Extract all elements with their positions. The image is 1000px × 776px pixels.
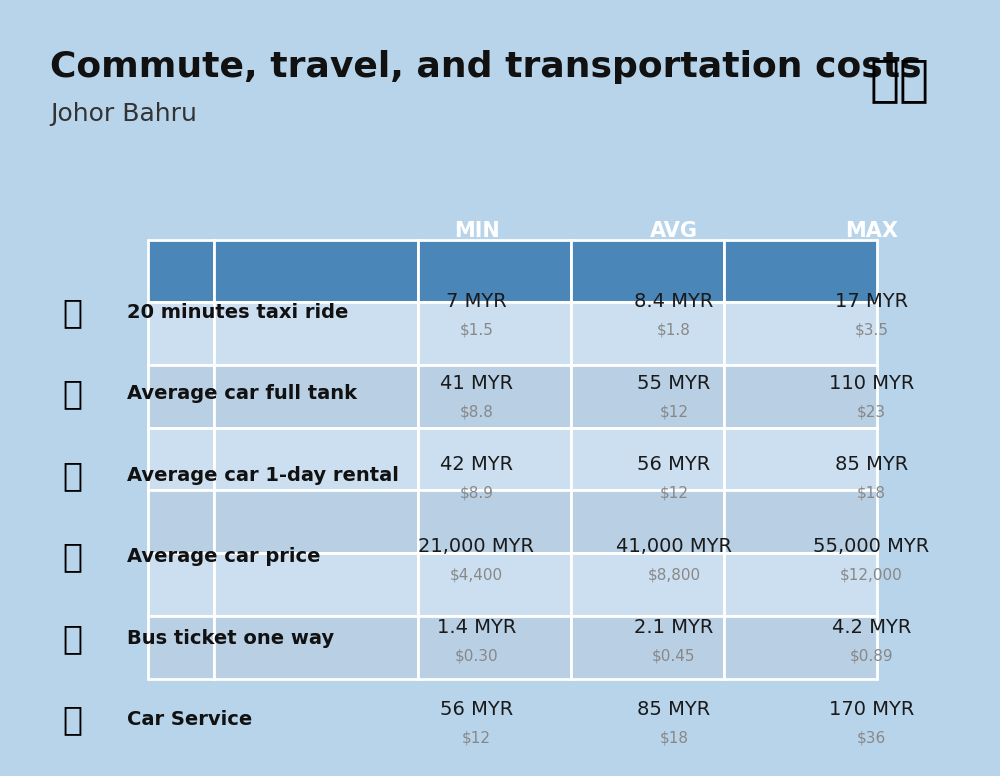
Text: 🚌: 🚌 — [62, 622, 82, 655]
Text: 42 MYR: 42 MYR — [440, 456, 513, 474]
FancyBboxPatch shape — [571, 490, 724, 553]
Text: Car Service: Car Service — [127, 710, 252, 729]
Text: Bus ticket one way: Bus ticket one way — [127, 629, 334, 648]
FancyBboxPatch shape — [571, 303, 724, 365]
Text: 56 MYR: 56 MYR — [440, 700, 513, 719]
Text: 🚗: 🚗 — [62, 540, 82, 573]
FancyBboxPatch shape — [214, 490, 418, 553]
Text: $0.45: $0.45 — [652, 649, 696, 663]
Text: 41,000 MYR: 41,000 MYR — [616, 537, 732, 556]
Text: 55,000 MYR: 55,000 MYR — [813, 537, 929, 556]
Text: ⛽: ⛽ — [62, 377, 82, 411]
FancyBboxPatch shape — [724, 428, 877, 490]
FancyBboxPatch shape — [418, 553, 571, 616]
Text: $18: $18 — [857, 486, 886, 501]
FancyBboxPatch shape — [214, 240, 418, 303]
Text: 4.2 MYR: 4.2 MYR — [832, 618, 911, 637]
Text: MIN: MIN — [454, 221, 499, 241]
FancyBboxPatch shape — [148, 428, 214, 490]
FancyBboxPatch shape — [571, 365, 724, 428]
Text: 2.1 MYR: 2.1 MYR — [634, 618, 714, 637]
FancyBboxPatch shape — [418, 428, 571, 490]
Text: $0.89: $0.89 — [849, 649, 893, 663]
Text: 1.4 MYR: 1.4 MYR — [437, 618, 516, 637]
FancyBboxPatch shape — [148, 303, 214, 365]
FancyBboxPatch shape — [418, 240, 571, 303]
Text: $3.5: $3.5 — [854, 323, 888, 338]
Text: AVG: AVG — [650, 221, 698, 241]
Text: 🚙: 🚙 — [62, 459, 82, 492]
Text: 41 MYR: 41 MYR — [440, 374, 513, 393]
FancyBboxPatch shape — [418, 365, 571, 428]
Text: $12: $12 — [659, 486, 688, 501]
Text: $0.30: $0.30 — [455, 649, 498, 663]
FancyBboxPatch shape — [148, 365, 214, 428]
FancyBboxPatch shape — [214, 365, 418, 428]
Text: Average car full tank: Average car full tank — [127, 384, 357, 404]
FancyBboxPatch shape — [214, 428, 418, 490]
Text: $8.9: $8.9 — [460, 486, 494, 501]
FancyBboxPatch shape — [724, 490, 877, 553]
FancyBboxPatch shape — [724, 553, 877, 616]
Text: $36: $36 — [857, 730, 886, 745]
FancyBboxPatch shape — [418, 303, 571, 365]
FancyBboxPatch shape — [724, 616, 877, 679]
Text: $1.5: $1.5 — [460, 323, 493, 338]
Text: $18: $18 — [659, 730, 688, 745]
FancyBboxPatch shape — [148, 490, 214, 553]
Text: $4,400: $4,400 — [450, 567, 503, 582]
Text: 85 MYR: 85 MYR — [637, 700, 711, 719]
FancyBboxPatch shape — [214, 616, 418, 679]
Text: Average car price: Average car price — [127, 547, 320, 566]
FancyBboxPatch shape — [148, 616, 214, 679]
FancyBboxPatch shape — [571, 428, 724, 490]
Text: $23: $23 — [857, 404, 886, 419]
Text: $12: $12 — [659, 404, 688, 419]
Text: 🇲🇾: 🇲🇾 — [870, 56, 930, 104]
Text: 🚗: 🚗 — [62, 703, 82, 736]
Text: 56 MYR: 56 MYR — [637, 456, 711, 474]
Text: 55 MYR: 55 MYR — [637, 374, 711, 393]
Text: 20 minutes taxi ride: 20 minutes taxi ride — [127, 303, 348, 322]
FancyBboxPatch shape — [724, 365, 877, 428]
Text: $12: $12 — [462, 730, 491, 745]
FancyBboxPatch shape — [214, 303, 418, 365]
Text: $12,000: $12,000 — [840, 567, 903, 582]
Text: $8,800: $8,800 — [647, 567, 700, 582]
FancyBboxPatch shape — [148, 240, 214, 303]
FancyBboxPatch shape — [418, 490, 571, 553]
Text: 110 MYR: 110 MYR — [829, 374, 914, 393]
FancyBboxPatch shape — [571, 616, 724, 679]
Text: 17 MYR: 17 MYR — [835, 293, 908, 311]
FancyBboxPatch shape — [724, 240, 877, 303]
Text: 85 MYR: 85 MYR — [835, 456, 908, 474]
Text: $8.8: $8.8 — [460, 404, 493, 419]
Text: MAX: MAX — [845, 221, 898, 241]
FancyBboxPatch shape — [418, 616, 571, 679]
FancyBboxPatch shape — [148, 553, 214, 616]
Text: 8.4 MYR: 8.4 MYR — [634, 293, 714, 311]
Text: Johor Bahru: Johor Bahru — [50, 102, 197, 126]
FancyBboxPatch shape — [571, 553, 724, 616]
FancyBboxPatch shape — [571, 240, 724, 303]
Text: Average car 1-day rental: Average car 1-day rental — [127, 466, 398, 485]
Text: 170 MYR: 170 MYR — [829, 700, 914, 719]
Text: 🚕: 🚕 — [62, 296, 82, 329]
Text: Commute, travel, and transportation costs: Commute, travel, and transportation cost… — [50, 50, 922, 85]
FancyBboxPatch shape — [214, 553, 418, 616]
Text: 21,000 MYR: 21,000 MYR — [418, 537, 534, 556]
Text: 7 MYR: 7 MYR — [446, 293, 507, 311]
Text: $1.8: $1.8 — [657, 323, 691, 338]
FancyBboxPatch shape — [724, 303, 877, 365]
